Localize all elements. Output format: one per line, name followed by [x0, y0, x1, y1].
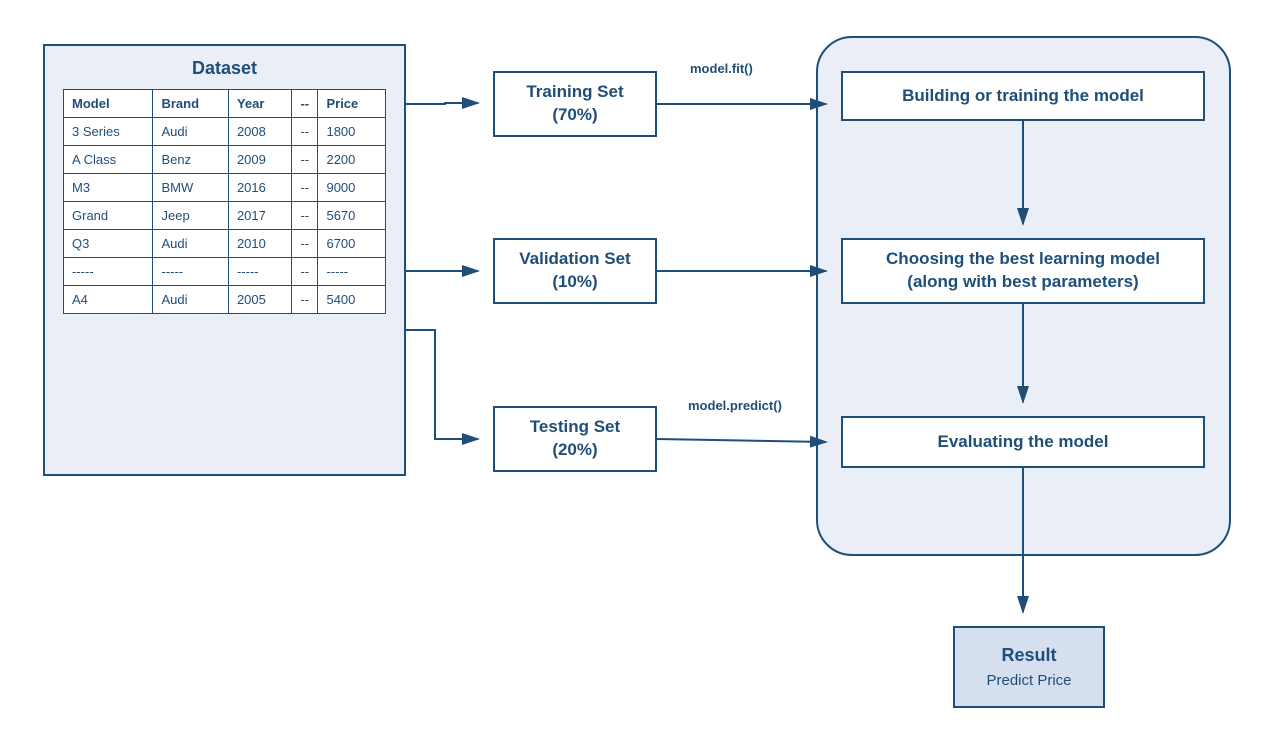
table-cell: 2008: [228, 118, 292, 146]
evaluate-model-box: Evaluating the model: [841, 416, 1205, 468]
table-cell: 2005: [228, 286, 292, 314]
table-cell: Audi: [153, 230, 228, 258]
table-cell: 6700: [318, 230, 386, 258]
testing-to-evaluate-arrow: [657, 439, 826, 442]
table-cell: BMW: [153, 174, 228, 202]
choose-model-line2: (along with best parameters): [907, 271, 1138, 294]
table-cell: 3 Series: [64, 118, 153, 146]
table-cell: -----: [318, 258, 386, 286]
table-cell: A4: [64, 286, 153, 314]
table-cell: 2017: [228, 202, 292, 230]
dataset-to-testing-arrow: [406, 330, 478, 439]
table-cell: Benz: [153, 146, 228, 174]
build-model-box: Building or training the model: [841, 71, 1205, 121]
table-cell: Audi: [153, 118, 228, 146]
table-row: GrandJeep2017--5670: [64, 202, 386, 230]
table-cell: A Class: [64, 146, 153, 174]
dataset-to-training-arrow: [406, 103, 478, 104]
training-set-box: Training Set (70%): [493, 71, 657, 137]
col-model: Model: [64, 90, 153, 118]
table-cell: Audi: [153, 286, 228, 314]
table-cell: --: [292, 174, 318, 202]
result-box: Result Predict Price: [953, 626, 1105, 708]
table-cell: --: [292, 118, 318, 146]
evaluate-model-label: Evaluating the model: [938, 431, 1109, 454]
validation-set-box: Validation Set (10%): [493, 238, 657, 304]
dataset-table: Model Brand Year -- Price 3 SeriesAudi20…: [63, 89, 386, 314]
table-cell: Grand: [64, 202, 153, 230]
training-set-label: Training Set: [526, 81, 623, 104]
table-row: ----------------------: [64, 258, 386, 286]
table-cell: 2010: [228, 230, 292, 258]
table-cell: --: [292, 286, 318, 314]
table-cell: --: [292, 258, 318, 286]
table-cell: 2009: [228, 146, 292, 174]
table-cell: 2200: [318, 146, 386, 174]
col-brand: Brand: [153, 90, 228, 118]
validation-set-pct: (10%): [552, 271, 597, 294]
table-cell: Q3: [64, 230, 153, 258]
table-cell: -----: [153, 258, 228, 286]
table-cell: 1800: [318, 118, 386, 146]
table-row: M3BMW2016--9000: [64, 174, 386, 202]
table-cell: --: [292, 202, 318, 230]
table-cell: 5670: [318, 202, 386, 230]
table-cell: 2016: [228, 174, 292, 202]
testing-set-box: Testing Set (20%): [493, 406, 657, 472]
table-cell: M3: [64, 174, 153, 202]
dataset-panel: Dataset Model Brand Year -- Price 3 Seri…: [43, 44, 406, 476]
validation-set-label: Validation Set: [519, 248, 630, 271]
table-row: Q3Audi2010--6700: [64, 230, 386, 258]
table-cell: -----: [228, 258, 292, 286]
training-set-pct: (70%): [552, 104, 597, 127]
table-cell: 9000: [318, 174, 386, 202]
col-year: Year: [228, 90, 292, 118]
table-cell: --: [292, 146, 318, 174]
table-cell: 5400: [318, 286, 386, 314]
model-fit-label: model.fit(): [690, 61, 753, 76]
table-header-row: Model Brand Year -- Price: [64, 90, 386, 118]
table-row: A ClassBenz2009--2200: [64, 146, 386, 174]
table-cell: --: [292, 230, 318, 258]
dataset-title: Dataset: [63, 58, 386, 79]
table-cell: Jeep: [153, 202, 228, 230]
result-title: Result: [1001, 641, 1056, 670]
result-subtitle: Predict Price: [986, 669, 1071, 693]
col-price: Price: [318, 90, 386, 118]
table-row: A4Audi2005--5400: [64, 286, 386, 314]
build-model-label: Building or training the model: [902, 85, 1144, 108]
testing-set-label: Testing Set: [530, 416, 620, 439]
model-predict-label: model.predict(): [688, 398, 782, 413]
table-row: 3 SeriesAudi2008--1800: [64, 118, 386, 146]
choose-model-box: Choosing the best learning model (along …: [841, 238, 1205, 304]
table-cell: -----: [64, 258, 153, 286]
choose-model-line1: Choosing the best learning model: [886, 248, 1160, 271]
testing-set-pct: (20%): [552, 439, 597, 462]
col-extra: --: [292, 90, 318, 118]
